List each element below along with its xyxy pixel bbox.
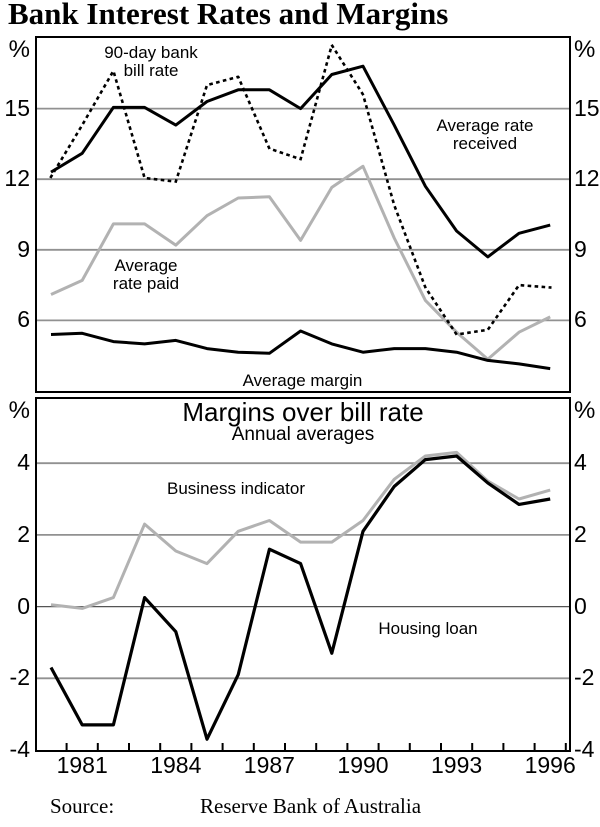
top-panel xyxy=(35,36,571,393)
bottom-panel-heading: Margins over bill rate xyxy=(182,397,424,427)
unit-label-bottom-right: % xyxy=(574,397,596,424)
top-panel-plot xyxy=(37,43,569,371)
y-tick-label-right-15: 15 xyxy=(574,94,600,121)
unit-label-top-left: % xyxy=(8,36,30,63)
x-tick-label-1984: 1984 xyxy=(150,752,202,778)
x-tick-label-1990: 1990 xyxy=(337,752,389,778)
annotation-business-indicator: Business indicator xyxy=(167,479,305,498)
y-tick-label-left-6: 6 xyxy=(17,306,30,333)
unit-label-bottom-left: % xyxy=(8,397,30,424)
series-bill-rate xyxy=(49,43,552,336)
y-tick-label-right--2: -2 xyxy=(574,664,595,691)
y-tick-label-right-12: 12 xyxy=(574,165,600,192)
y-tick-label-right-2: 2 xyxy=(574,520,587,547)
rate-received-label-line1: Average rate xyxy=(436,116,534,135)
unit-label-top-right: % xyxy=(574,36,596,63)
series-margin xyxy=(50,329,551,371)
rate-received-label-line2: received xyxy=(452,134,518,153)
x-tick-label-1981: 1981 xyxy=(56,752,108,778)
annotation-average-margin: Average margin xyxy=(242,371,363,390)
y-tick-label-right-6: 6 xyxy=(574,306,587,333)
annotation-bill-rate: 90-day bank bill rate xyxy=(91,44,211,80)
bill-rate-label-line2: bill rate xyxy=(123,61,179,80)
x-tick-label-1996: 1996 xyxy=(524,752,576,778)
bottom-panel xyxy=(35,397,571,752)
annotation-rate-received: Average rate received xyxy=(425,117,545,153)
y-tick-label-right-4: 4 xyxy=(574,449,587,476)
x-tick-label-1987: 1987 xyxy=(243,752,295,778)
bottom-panel-subheading: Annual averages xyxy=(231,424,375,445)
series-housing-loan xyxy=(49,454,551,741)
rate-paid-label-line1: Average xyxy=(114,256,178,275)
rate-paid-label-line2: rate paid xyxy=(112,274,180,293)
y-tick-label-left--4: -4 xyxy=(9,736,30,762)
y-tick-label-left-9: 9 xyxy=(17,235,30,262)
series-business-indicator xyxy=(50,450,551,610)
y-tick-label-right-9: 9 xyxy=(574,235,587,262)
y-tick-label-left-2: 2 xyxy=(17,520,30,547)
y-tick-label-right-0: 0 xyxy=(574,592,587,619)
source-value: Reserve Bank of Australia xyxy=(200,794,422,818)
y-tick-label-left-0: 0 xyxy=(17,592,30,619)
y-tick-label-right--4: -4 xyxy=(574,736,595,762)
annotation-housing-loan: Housing loan xyxy=(378,619,478,638)
y-tick-label-left--2: -2 xyxy=(9,664,30,691)
series-rate-received xyxy=(50,64,551,259)
y-tick-label-left-12: 12 xyxy=(4,165,30,192)
chart-title: Bank Interest Rates and Margins xyxy=(8,0,449,31)
x-tick-label-1993: 1993 xyxy=(431,752,483,778)
annotation-rate-paid: Average rate paid xyxy=(96,257,196,293)
bill-rate-label-line1: 90-day bank xyxy=(104,43,198,62)
y-tick-label-left-4: 4 xyxy=(17,449,30,476)
source-label: Source: xyxy=(50,794,115,818)
bottom-panel-plot xyxy=(37,450,569,750)
y-tick-label-left-15: 15 xyxy=(4,94,30,121)
series-rate-paid xyxy=(50,164,551,361)
